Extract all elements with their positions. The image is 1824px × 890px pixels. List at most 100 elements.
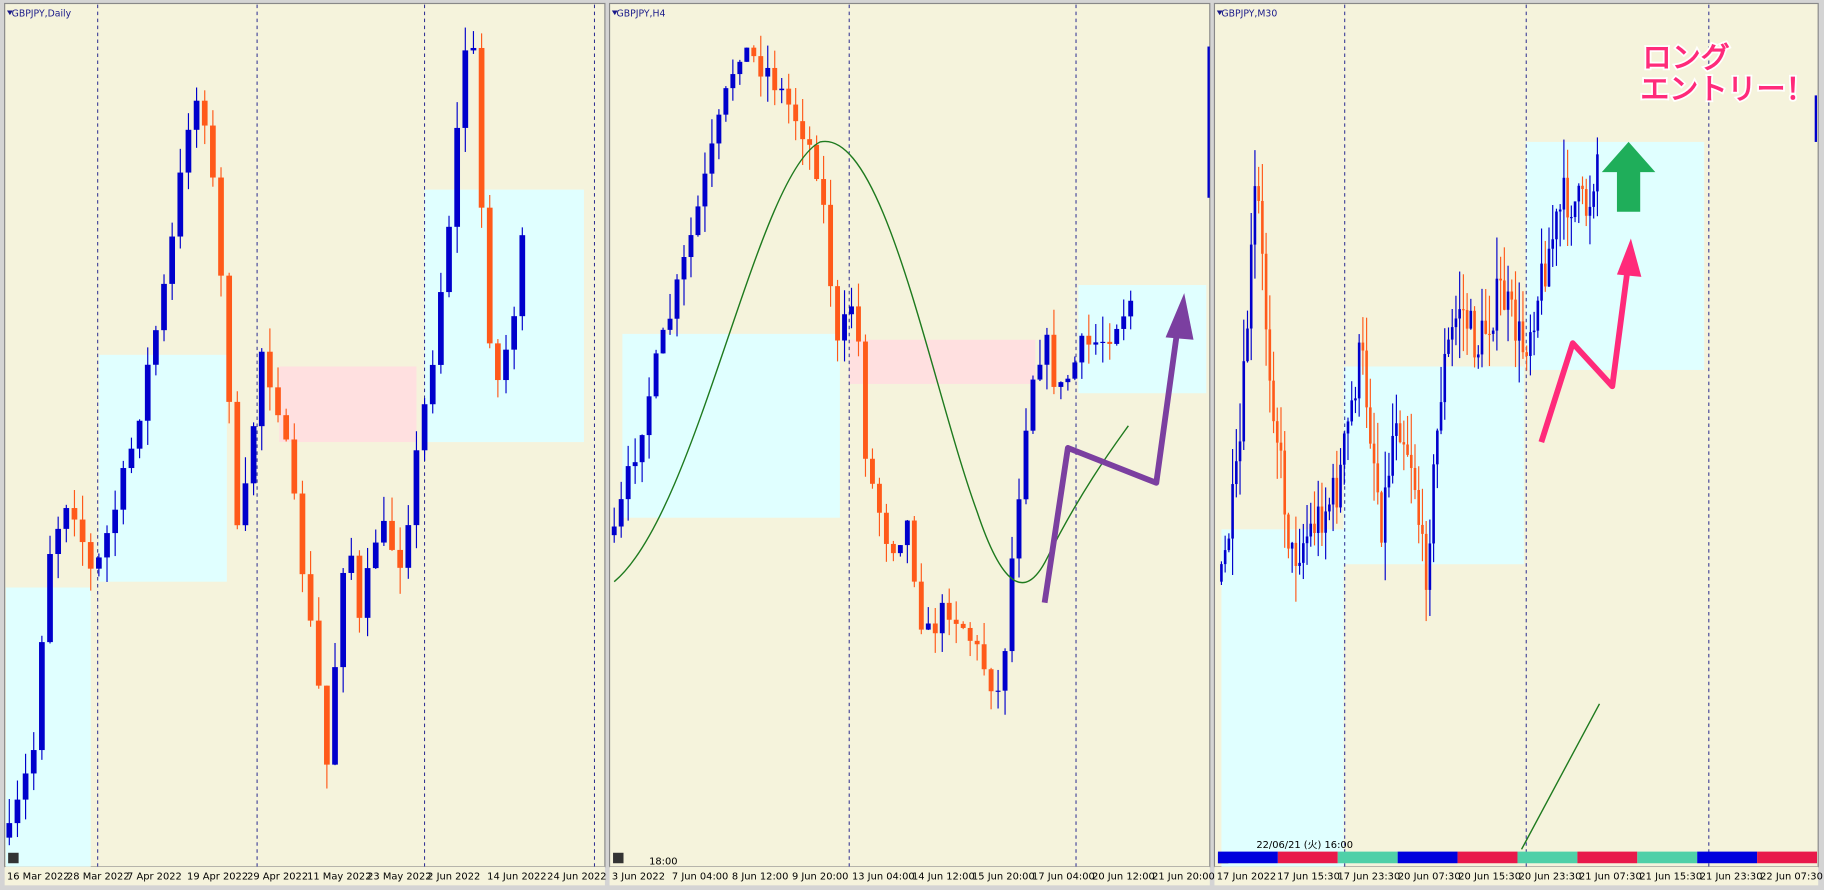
candle-body [870,458,875,484]
candle-body [897,545,903,554]
candle-body [625,466,631,500]
candle-body [1231,484,1234,539]
candle-body [1264,253,1268,330]
candle-body [1521,321,1525,353]
candle-body [1596,154,1599,192]
candle-body [723,88,729,115]
candle-body [1577,185,1581,202]
candle-body [786,88,792,105]
x-tick-label: 7 Jun 04:00 [672,872,728,883]
candle-body [828,204,834,287]
candle-body [1495,278,1499,331]
candle-body [1369,407,1372,444]
purple-arrowhead [1165,293,1194,340]
candle-body [1261,200,1264,254]
x-tick-label: 17 Jun 23:30 [1338,872,1401,883]
candle-body [1313,523,1316,533]
candle-body [779,88,785,91]
candle-body [30,750,37,774]
candle-body [22,773,29,800]
x-tick-label: 21 Jun 23:30 [1700,872,1763,883]
candle-body [218,177,224,276]
candle-body [918,581,924,630]
x-tick-label: 17 Jun 2022 [1217,872,1276,883]
candle-body [413,450,420,526]
annotation-line: ロング [1643,40,1730,74]
candle-body [1484,320,1488,334]
candle-body [6,823,13,838]
session-bar [1337,851,1398,864]
candle-body [1302,543,1305,563]
one-click-btn [613,852,624,864]
candle-body [1529,332,1532,356]
candle-body [1413,467,1417,491]
candle-body [1058,382,1064,387]
candle-body [495,343,501,381]
candle-body [925,623,931,630]
candle-body [1290,542,1294,549]
zone [1221,529,1344,867]
candle-body [863,341,868,459]
candle-body [1287,514,1290,549]
candle-body [1469,310,1473,329]
candle-body [653,353,659,397]
candle-body [1391,435,1394,476]
candle-body [242,483,249,526]
candle-body [478,47,485,208]
candle-body [462,50,469,128]
candle-body [1480,320,1484,355]
x-tick-label: 21 Jun 07:30 [1579,872,1642,883]
candle-body [1294,542,1298,566]
zone [849,339,1036,384]
candle-body [1547,248,1551,287]
candle-body [1128,300,1134,317]
candle-body [324,685,330,765]
candle-body [702,173,708,207]
candle-body [1328,504,1331,512]
candle-body [988,669,994,692]
candle-body [688,235,694,258]
candle-body [1454,318,1458,328]
candle-body [1581,185,1584,190]
candle-body [1488,333,1491,336]
candle-body [348,555,355,573]
candle-body [849,306,854,315]
candle-body [1409,454,1413,468]
candle-body [14,799,21,824]
candle-body [1309,523,1313,537]
candle-body [1473,310,1476,358]
candle-body [1387,475,1391,488]
candle-body [730,74,736,89]
candle-body [967,627,973,641]
candle-body [1525,352,1528,356]
chart-panel: GBPJPY,H4 3 Jun 2022 7 Jun 04:00 8 Jun 12:0… [608,2,1215,886]
session-bar [1517,851,1578,864]
x-tick-label: 3 Jun 2022 [612,872,665,883]
chart-title: GBPJPY,H4 [617,8,666,19]
candle-body [765,67,771,77]
candle-body [71,508,78,520]
x-tick-label: 21 Jun 15:30 [1639,872,1702,883]
x-tick-label: 28 Mar 2022 [67,872,130,883]
candle-body [185,129,192,173]
x-tick-label: 24 Jun 2022 [547,872,606,883]
x-tick-label: 20 Jun 15:30 [1458,872,1521,883]
candle-body [1016,499,1022,559]
time-label: 18:00 [649,856,677,867]
candle-body [39,642,45,751]
candle-body [1350,400,1354,422]
candle-body [1037,364,1043,380]
candle-body [96,557,102,569]
candle-body [397,549,404,568]
x-tick-label: 23 May 2022 [367,872,431,883]
candle-body [1450,327,1454,340]
candle-body [1079,335,1085,363]
axis-strip [609,866,1210,886]
candle-body [1220,564,1223,582]
candle-body [890,543,896,554]
candle-body [1275,421,1279,443]
pink-arrowhead [1616,238,1642,277]
candle-body [340,572,347,668]
candle-body [128,448,135,469]
